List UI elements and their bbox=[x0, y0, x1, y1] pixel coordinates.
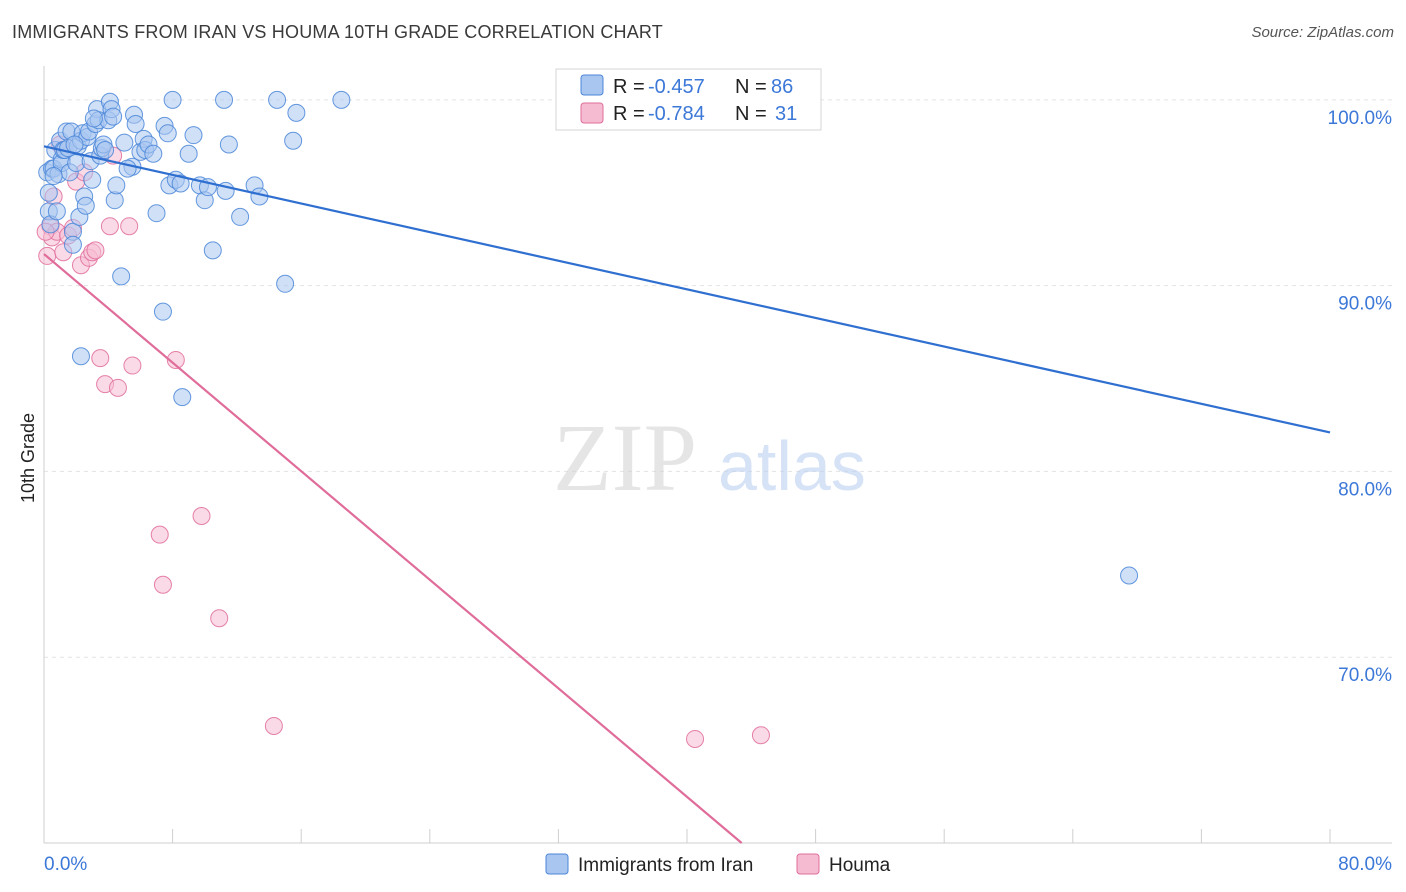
iran-point bbox=[231, 207, 250, 226]
iran-point bbox=[179, 144, 198, 163]
iran-point bbox=[83, 170, 102, 189]
houma-point bbox=[210, 609, 229, 628]
legend-n-value-iran: 86 bbox=[771, 76, 793, 98]
top-legend: R = -0.457 N = 86 R = -0.784 N = 31 bbox=[555, 68, 822, 131]
iran-points bbox=[38, 90, 1139, 585]
bottom-legend-label-iran: Immigrants from Iran bbox=[578, 855, 753, 876]
chart-source: Source: ZipAtlas.com bbox=[1251, 24, 1394, 41]
iran-point bbox=[44, 167, 63, 186]
iran-point bbox=[332, 90, 351, 109]
legend-r-value-houma: -0.784 bbox=[648, 103, 705, 125]
legend-r-label-houma: R = bbox=[613, 103, 645, 125]
iran-point bbox=[284, 131, 303, 150]
iran-point bbox=[115, 133, 134, 152]
houma-point bbox=[192, 507, 211, 526]
y-axis-title: 10th Grade bbox=[18, 413, 38, 503]
houma-point bbox=[150, 525, 169, 544]
legend-r-value-iran: -0.457 bbox=[648, 76, 705, 98]
iran-point bbox=[71, 347, 90, 366]
iran-point bbox=[39, 183, 58, 202]
iran-point bbox=[105, 191, 124, 210]
iran-point bbox=[287, 103, 306, 122]
houma-point bbox=[108, 378, 127, 397]
bottom-legend: Immigrants from Iran Houma bbox=[545, 853, 891, 876]
iran-point bbox=[47, 202, 66, 221]
iran-point bbox=[276, 274, 295, 293]
watermark: ZIP atlas bbox=[553, 404, 866, 511]
houma-point bbox=[120, 217, 139, 236]
x-tick-label-min: 0.0% bbox=[44, 854, 87, 875]
watermark-atlas: atlas bbox=[718, 427, 866, 505]
iran-point bbox=[63, 235, 82, 254]
iran-point bbox=[153, 302, 172, 321]
iran-point bbox=[268, 90, 287, 109]
legend-n-value-houma: 31 bbox=[775, 103, 797, 125]
houma-point bbox=[153, 575, 172, 594]
legend-swatch-houma bbox=[580, 102, 604, 124]
y-tick-label: 90.0% bbox=[1338, 294, 1392, 315]
houma-point bbox=[686, 729, 705, 748]
legend-n-label-iran: N = bbox=[735, 76, 767, 98]
iran-point bbox=[104, 107, 123, 126]
chart-title: IMMIGRANTS FROM IRAN VS HOUMA 10TH GRADE… bbox=[12, 22, 663, 42]
y-tick-label: 70.0% bbox=[1338, 665, 1392, 686]
iran-point bbox=[84, 109, 103, 128]
houma-point bbox=[264, 716, 283, 735]
legend-r-label-iran: R = bbox=[613, 76, 645, 98]
bottom-legend-swatch-houma bbox=[796, 853, 820, 875]
iran-point bbox=[203, 241, 222, 260]
iran-point bbox=[184, 126, 203, 145]
watermark-zip: ZIP bbox=[553, 404, 697, 511]
iran-point bbox=[171, 174, 190, 193]
iran-point bbox=[107, 176, 126, 195]
iran-point bbox=[219, 135, 238, 154]
iran-point bbox=[96, 141, 115, 160]
houma-point bbox=[91, 349, 110, 368]
bottom-legend-swatch-iran bbox=[545, 853, 569, 875]
iran-point bbox=[112, 267, 131, 286]
iran-point bbox=[65, 135, 84, 154]
trend-lines bbox=[43, 145, 1331, 844]
houma-point bbox=[166, 350, 185, 369]
iran-point bbox=[147, 204, 166, 223]
houma-point bbox=[123, 356, 142, 375]
iran-point bbox=[144, 144, 163, 163]
iran-point bbox=[126, 115, 145, 134]
iran-point bbox=[163, 90, 182, 109]
iran-point bbox=[76, 196, 95, 215]
houma-point bbox=[100, 217, 119, 236]
iran-point bbox=[173, 388, 192, 407]
x-tick-label-max: 80.0% bbox=[1338, 854, 1392, 875]
legend-n-label-houma: N = bbox=[735, 103, 767, 125]
iran-point bbox=[158, 124, 177, 143]
legend-swatch-iran bbox=[580, 74, 604, 96]
houma-trend-line bbox=[43, 253, 743, 844]
houma-point bbox=[86, 241, 105, 260]
iran-point bbox=[1120, 566, 1139, 585]
y-tick-label: 80.0% bbox=[1338, 479, 1392, 500]
houma-point bbox=[751, 726, 770, 745]
bottom-legend-label-houma: Houma bbox=[829, 855, 891, 876]
iran-trend-line bbox=[43, 145, 1331, 434]
axes bbox=[43, 66, 1392, 844]
iran-point bbox=[215, 90, 234, 109]
y-tick-labels: 100.0% 90.0% 80.0% 70.0% bbox=[1328, 108, 1393, 686]
y-tick-label: 100.0% bbox=[1328, 108, 1393, 129]
